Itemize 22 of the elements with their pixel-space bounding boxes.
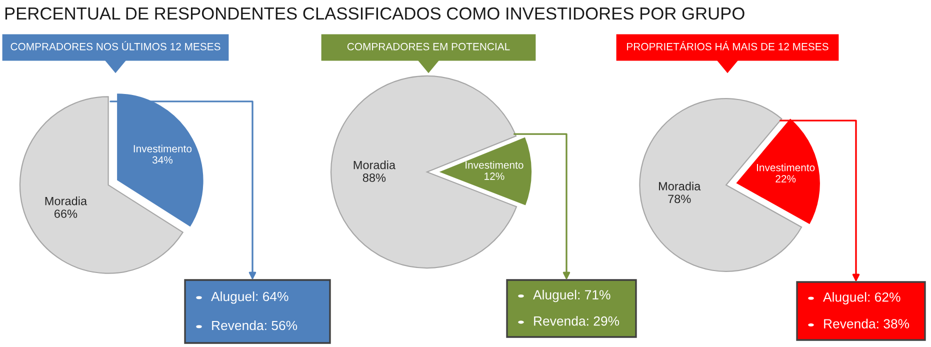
text: PERCENTUAL DE RESPONDENTES CLASSIFICADOS COMO INVESTIDORES POR GRUPO <box>5 7 744 20</box>
text: Aluguel: 62% <box>823 292 900 304</box>
text: Revenda: 38% <box>824 318 910 328</box>
slice-label: Investimento <box>134 144 192 152</box>
chart-title: PROPRIETÁRIOS HÁ MAIS DE 12 MESES <box>627 41 828 50</box>
chart-title: COMPRADORES NOS ÚLTIMOS 12 MESES <box>10 41 220 50</box>
data-label: 34% <box>152 156 173 164</box>
slice-label: Investimento <box>466 161 524 169</box>
data-label: 66% <box>54 210 78 218</box>
chart-title: COMPRADORES EM POTENCIAL <box>347 42 510 50</box>
text: Aluguel: 64% <box>211 291 288 304</box>
data-label: 12% <box>484 172 504 180</box>
text: Revenda: 56% <box>212 320 298 330</box>
slice-label: Moradia <box>45 196 88 206</box>
slice-label: Investimento <box>757 164 815 172</box>
data-label: 88% <box>362 174 386 182</box>
data-label: 78% <box>668 194 691 204</box>
data-label: 22% <box>776 175 796 182</box>
slice-label: Moradia <box>354 160 396 170</box>
text: Aluguel: 71% <box>533 290 610 302</box>
text: Revenda: 29% <box>534 316 620 326</box>
slice-label: Moradia <box>659 182 701 190</box>
